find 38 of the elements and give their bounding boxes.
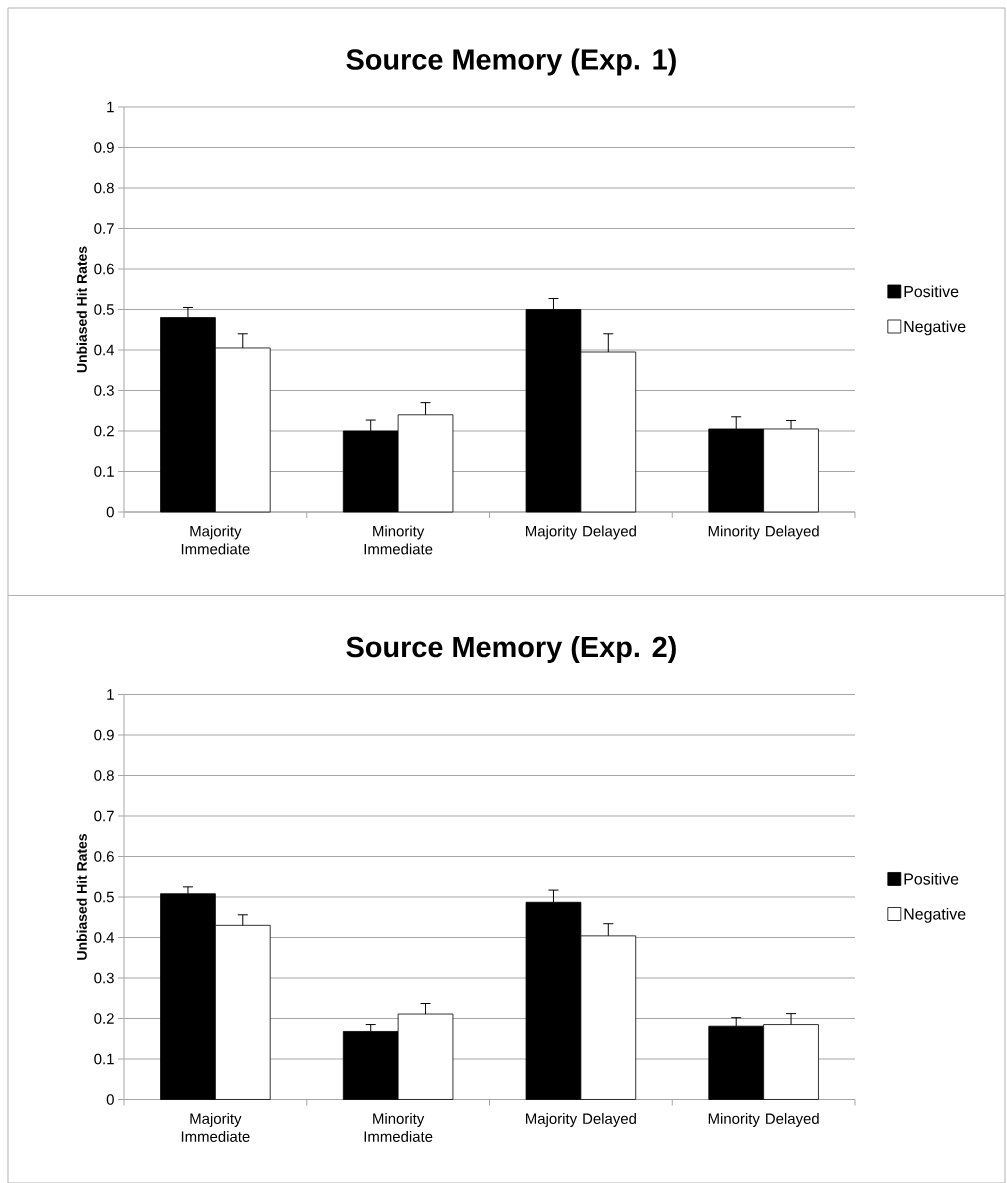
y-tick-label: 0 xyxy=(106,1094,114,1105)
y-tick-label: 0 xyxy=(106,506,114,518)
y-tick-label: 0.5 xyxy=(94,304,114,315)
legend-label: Negative xyxy=(904,907,966,923)
y-tick-label: 0.2 xyxy=(94,1013,114,1024)
y-tick-label: 0.3 xyxy=(94,972,114,984)
y-tick-label: 0.8 xyxy=(94,770,114,781)
x-tick-label: Minority Delayed xyxy=(708,525,819,540)
y-tick-label: 0.7 xyxy=(94,223,114,234)
y-tick-label: 0.6 xyxy=(94,263,114,275)
y-axis-title: Unbiased Hit Rates xyxy=(76,246,87,373)
x-tick-label: Majority Delayed xyxy=(526,1113,636,1127)
y-tick-label: 0.4 xyxy=(94,932,115,943)
x-tick-label: Minority Delayed xyxy=(708,1113,819,1127)
x-tick-label: Majority Immediate xyxy=(181,525,250,555)
x-tick-label: Minority Immediate xyxy=(364,1113,433,1142)
y-tick-label: 0.7 xyxy=(94,810,114,822)
y-tick-label: 1 xyxy=(107,101,114,113)
y-tick-label: 0.4 xyxy=(94,344,115,356)
chart-title: Source Memory (Exp. 1) xyxy=(346,48,676,76)
legend-label: Positive xyxy=(904,285,959,298)
y-tick-label: 0.1 xyxy=(94,466,114,477)
legend-label: Positive xyxy=(904,872,959,885)
chart-title: Source Memory (Exp. 2) xyxy=(346,636,676,663)
y-axis-title: Unbiased Hit Rates xyxy=(76,834,87,960)
x-tick-label: Majority Immediate xyxy=(181,1113,250,1142)
x-tick-label: Minority Immediate xyxy=(364,525,433,555)
y-tick-label: 0.9 xyxy=(94,729,114,741)
x-tick-label: Majority Delayed xyxy=(526,525,636,540)
y-tick-label: 0.2 xyxy=(94,425,114,437)
y-tick-label: 0.8 xyxy=(94,182,114,194)
y-tick-label: 0.9 xyxy=(94,142,114,153)
y-tick-label: 1 xyxy=(107,689,114,700)
legend-label: Negative xyxy=(904,320,966,336)
y-tick-label: 0.3 xyxy=(94,385,114,396)
y-tick-label: 0.1 xyxy=(94,1053,114,1065)
y-tick-label: 0.6 xyxy=(94,851,114,862)
y-tick-label: 0.5 xyxy=(94,891,114,903)
